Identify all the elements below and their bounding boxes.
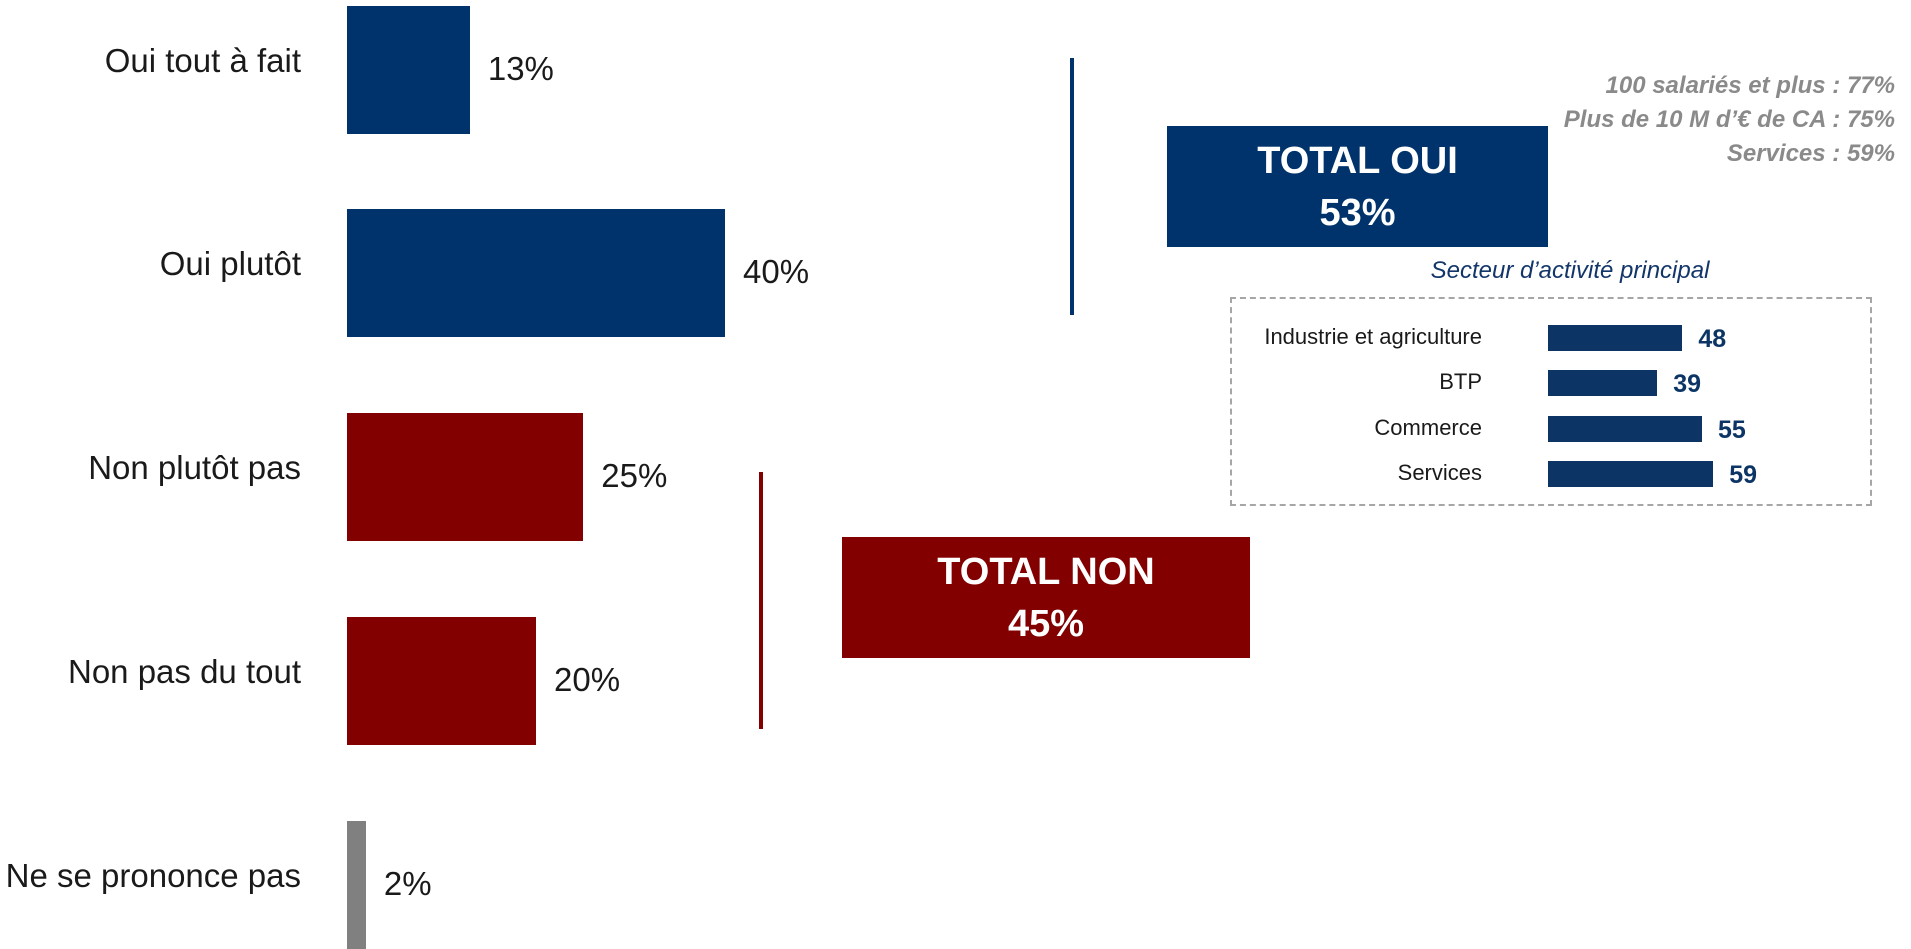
note-line-1: 100 salariés et plus : 77% [1605, 72, 1896, 99]
bar-value-label: 2% [383, 865, 432, 902]
category-label: Non plutôt pas [88, 449, 301, 486]
bar [347, 209, 725, 337]
bar [347, 6, 470, 134]
sector-value-label: 59 [1729, 461, 1757, 489]
bar-value-label: 20% [554, 661, 621, 698]
bar-value-label: 13% [487, 50, 554, 87]
category-label: Oui plutôt [159, 245, 301, 282]
bar [347, 821, 366, 949]
sector-value-label: 39 [1673, 370, 1701, 398]
sector-category-label: Industrie et agriculture [1264, 324, 1482, 349]
sector-bar [1548, 325, 1683, 351]
category-label: Oui tout à fait [104, 42, 301, 79]
total-oui-box: TOTAL OUI 53% [1167, 126, 1548, 247]
bar [347, 617, 536, 745]
category-label: Non pas du tout [68, 653, 301, 690]
sector-category-label: BTP [1439, 369, 1482, 394]
sector-value-label: 55 [1718, 416, 1746, 444]
total-non-bracket-line [759, 472, 763, 729]
total-non-box: TOTAL NON 45% [842, 537, 1250, 658]
sector-chart-box: Industrie et agriculture 48 BTP 39 Commerce 5… [1230, 297, 1872, 506]
sector-category-label: Services [1397, 460, 1482, 485]
total-non-label: TOTAL NON [937, 550, 1155, 593]
note-line-3: Services : 59% [1726, 140, 1895, 167]
sector-value-label: 48 [1698, 325, 1727, 353]
sector-bar [1548, 461, 1714, 487]
sector-category-label: Commerce [1374, 415, 1482, 440]
category-label: Ne se prononce pas [5, 857, 301, 894]
sector-bar [1548, 370, 1658, 396]
bar [347, 413, 584, 541]
bar-value-label: 40% [743, 253, 810, 290]
note-line-2: Plus de 10 M d’€ de CA : 75% [1563, 106, 1895, 133]
total-non-value: 45% [1007, 602, 1085, 645]
sector-title: Secteur d’activité principal [1430, 257, 1710, 284]
total-oui-value: 53% [1319, 191, 1396, 234]
total-oui-label: TOTAL OUI [1257, 139, 1458, 182]
sector-bar [1548, 416, 1702, 442]
total-oui-bracket-line [1070, 58, 1074, 315]
bar-value-label: 25% [601, 457, 668, 494]
